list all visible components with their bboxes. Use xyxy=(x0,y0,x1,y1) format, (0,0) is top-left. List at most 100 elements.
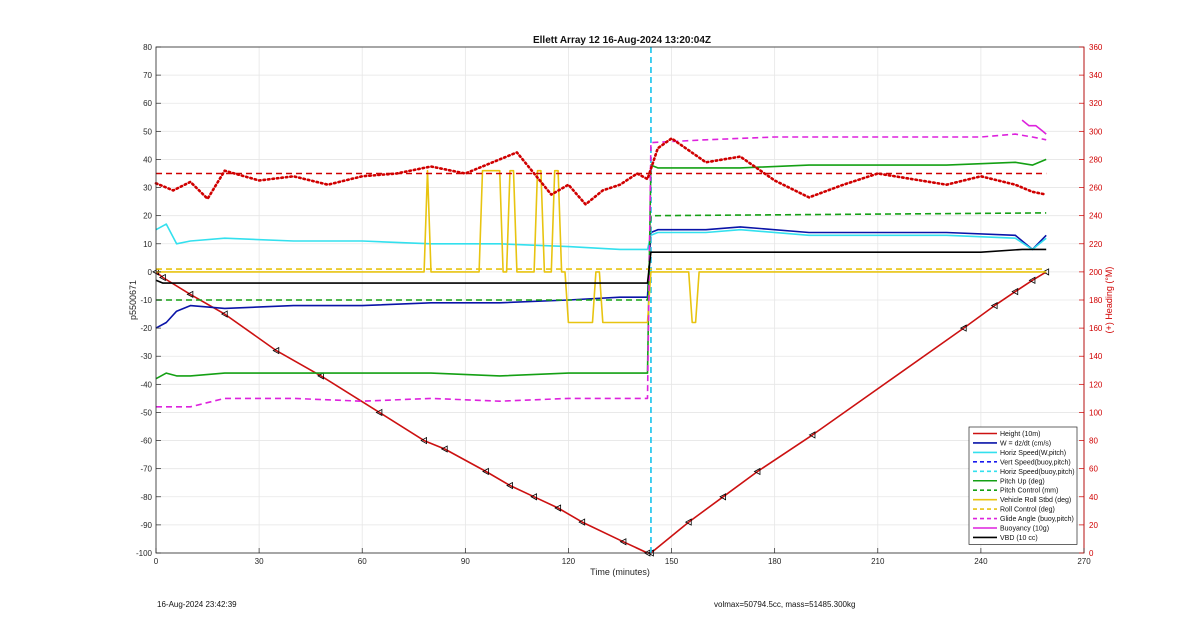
legend-entry: Pitch Up (deg) xyxy=(1000,478,1045,485)
series-line-heading xyxy=(154,137,1048,206)
legend-entry: Vert Speed(buoy,pitch) xyxy=(1000,459,1071,466)
height-marker xyxy=(578,518,586,526)
height-marker xyxy=(619,538,627,546)
series-line-w-dz-dt-cm-s xyxy=(155,226,1047,329)
height-marker xyxy=(530,493,537,501)
y-tick-label: -100 xyxy=(136,549,153,558)
x-tick-label: 90 xyxy=(461,557,470,566)
x-tick-label: 180 xyxy=(768,557,782,566)
y2-tick-label: 100 xyxy=(1089,408,1103,417)
x-axis-label: Time (minutes) xyxy=(590,567,650,577)
y2-tick-label: 180 xyxy=(1089,296,1103,305)
y2-tick-label: 360 xyxy=(1089,43,1103,52)
y-tick-label: -80 xyxy=(140,493,152,502)
y2-axis-label: (+) Heading (°M) xyxy=(1104,267,1114,334)
y-tick-label: -60 xyxy=(140,437,152,446)
y2-tick-label: 200 xyxy=(1089,268,1103,277)
height-marker xyxy=(506,481,513,490)
y-tick-label: -90 xyxy=(140,521,152,530)
footer-timestamp: 16-Aug-2024 23:42:39 xyxy=(157,600,237,609)
legend-entry: Horiz Speed(buoy,pitch) xyxy=(1000,469,1075,476)
height-marker xyxy=(1011,287,1019,296)
legend-entry: Height (10m) xyxy=(1000,431,1040,438)
height-marker xyxy=(420,436,427,445)
legend-entry: W = dz/dt (cm/s) xyxy=(1000,440,1051,447)
x-tick-label: 120 xyxy=(562,557,576,566)
series-line-height-10m xyxy=(155,271,1047,554)
y-tick-label: -10 xyxy=(140,296,152,305)
y2-tick-label: 340 xyxy=(1089,71,1103,80)
height-marker xyxy=(753,467,761,476)
legend-entry: Buoyancy (10g) xyxy=(1000,526,1049,533)
y2-tick-label: 320 xyxy=(1089,99,1103,108)
y-tick-label: -20 xyxy=(140,324,152,333)
y2-tick-label: 220 xyxy=(1089,240,1103,249)
series-line-glide-angle-buoy-pitch xyxy=(156,133,1047,408)
height-marker xyxy=(1042,268,1050,276)
legend-entry: Roll Control (deg) xyxy=(1000,507,1055,514)
legend-box xyxy=(968,426,1078,545)
y-tick-label: -70 xyxy=(140,465,152,474)
y-tick-label: 20 xyxy=(143,212,152,221)
legend-entry: VBD (10 cc) xyxy=(1000,535,1038,542)
legend: Height (10m) W = dz/dt (cm/s) Horiz Speed(… xyxy=(968,426,1078,545)
series-line-pitch-up-deg xyxy=(155,158,1047,380)
y2-tick-label: 140 xyxy=(1089,352,1103,361)
height-marker xyxy=(719,493,727,501)
x-tick-label: 210 xyxy=(871,557,885,566)
y-tick-label: 40 xyxy=(143,155,152,164)
height-marker xyxy=(440,445,448,453)
height-marker xyxy=(220,310,228,318)
footer-volmax: volmax=50794.5cc, mass=51485.300kg xyxy=(714,600,856,609)
y2-tick-label: 0 xyxy=(1089,549,1094,558)
y2-tick-label: 240 xyxy=(1089,212,1103,221)
y2-tick-label: 300 xyxy=(1089,127,1103,136)
y2-tick-label: 280 xyxy=(1089,155,1103,164)
height-marker xyxy=(272,346,280,355)
x-tick-label: 30 xyxy=(255,557,264,566)
series-line-buoyancy-10g xyxy=(1021,119,1047,135)
x-tick-label: 240 xyxy=(974,557,988,566)
legend-entry: Pitch Control (mm) xyxy=(1000,488,1058,495)
y2-tick-label: 260 xyxy=(1089,184,1103,193)
height-marker xyxy=(317,372,324,380)
series-line-horiz-speed-w-pitch xyxy=(155,223,1047,251)
y2-tick-label: 60 xyxy=(1089,465,1098,474)
axes: 0 30 60 90 120 150 180 210 240 270-100-90-80-70-6… xyxy=(136,43,1103,566)
height-marker xyxy=(186,290,194,299)
height-marker xyxy=(159,273,166,282)
height-marker xyxy=(375,408,383,417)
y-tick-label: 80 xyxy=(143,43,152,52)
height-marker xyxy=(959,324,967,332)
x-tick-label: 0 xyxy=(154,557,159,566)
legend-entry: Vehicle Roll Stbd (deg) xyxy=(1000,497,1071,504)
series-layer xyxy=(152,47,1050,557)
y-axis-label: p5500671 xyxy=(128,280,138,320)
y-tick-label: -30 xyxy=(140,352,152,361)
legend-entry: Glide Angle (buoy,pitch) xyxy=(1000,516,1074,523)
y-tick-label: 70 xyxy=(143,71,152,80)
y-tick-label: 60 xyxy=(143,99,152,108)
y-tick-label: -50 xyxy=(140,408,152,417)
x-tick-label: 150 xyxy=(665,557,679,566)
y-tick-label: -40 xyxy=(140,380,152,389)
height-marker xyxy=(1028,276,1036,284)
height-marker xyxy=(808,431,816,439)
y2-tick-label: 40 xyxy=(1089,493,1098,502)
height-marker xyxy=(482,467,489,476)
height-marker xyxy=(554,504,562,512)
chart-title: Ellett Array 12 16-Aug-2024 13:20:04Z xyxy=(533,35,711,46)
height-marker xyxy=(684,518,692,526)
y2-tick-label: 160 xyxy=(1089,324,1103,333)
series-line-vbd-10-cc xyxy=(155,248,1047,284)
x-tick-label: 270 xyxy=(1077,557,1091,566)
series-line-vehicle-roll-stbd-deg xyxy=(156,169,1047,324)
y2-tick-label: 20 xyxy=(1089,521,1098,530)
x-tick-label: 60 xyxy=(358,557,367,566)
y-tick-label: 0 xyxy=(148,268,153,277)
y2-tick-label: 120 xyxy=(1089,380,1103,389)
y-tick-label: 50 xyxy=(143,127,152,136)
y2-tick-label: 80 xyxy=(1089,437,1098,446)
legend-entry: Horiz Speed(W,pitch) xyxy=(1000,450,1066,457)
height-marker xyxy=(990,301,998,310)
